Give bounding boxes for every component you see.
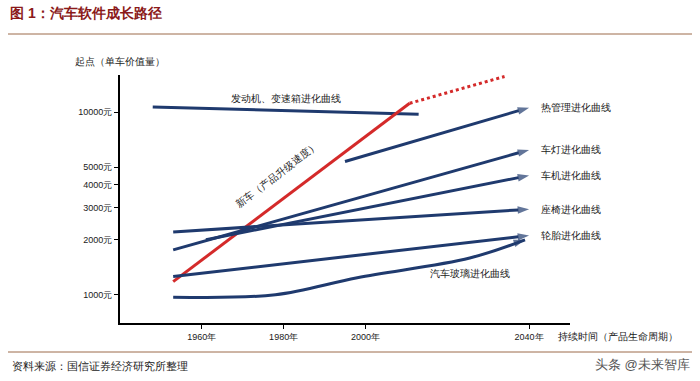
svg-text:头条 @未来智库: 头条 @未来智库	[595, 357, 690, 372]
svg-text:图 1：汽车软件成长路径: 图 1：汽车软件成长路径	[10, 5, 162, 21]
svg-text:3000元: 3000元	[83, 203, 112, 213]
svg-text:2000元: 2000元	[83, 235, 112, 245]
svg-text:10000元: 10000元	[78, 107, 112, 117]
svg-text:新车（产品升级速度）: 新车（产品升级速度）	[234, 140, 320, 209]
svg-text:2040年: 2040年	[515, 332, 544, 342]
svg-text:持续时间（产品生命周期）: 持续时间（产品生命周期）	[558, 331, 678, 342]
svg-text:发动机、变速箱进化曲线: 发动机、变速箱进化曲线	[231, 93, 341, 104]
svg-text:1980年: 1980年	[269, 332, 298, 342]
svg-text:车灯进化曲线: 车灯进化曲线	[541, 144, 601, 155]
svg-text:起点（单车价值量）: 起点（单车价值量）	[75, 56, 165, 67]
svg-text:汽车玻璃进化曲线: 汽车玻璃进化曲线	[430, 268, 510, 279]
svg-text:座椅进化曲线: 座椅进化曲线	[541, 204, 601, 215]
svg-text:资料来源：国信证券经济研究所整理: 资料来源：国信证券经济研究所整理	[12, 360, 188, 372]
svg-text:2000年: 2000年	[351, 332, 380, 342]
svg-text:车机进化曲线: 车机进化曲线	[541, 170, 601, 181]
svg-text:1960年: 1960年	[187, 332, 216, 342]
svg-text:5000元: 5000元	[83, 162, 112, 172]
svg-text:4000元: 4000元	[83, 180, 112, 190]
svg-text:1000元: 1000元	[83, 290, 112, 300]
svg-text:热管理进化曲线: 热管理进化曲线	[541, 102, 611, 113]
svg-text:轮胎进化曲线: 轮胎进化曲线	[541, 230, 601, 241]
